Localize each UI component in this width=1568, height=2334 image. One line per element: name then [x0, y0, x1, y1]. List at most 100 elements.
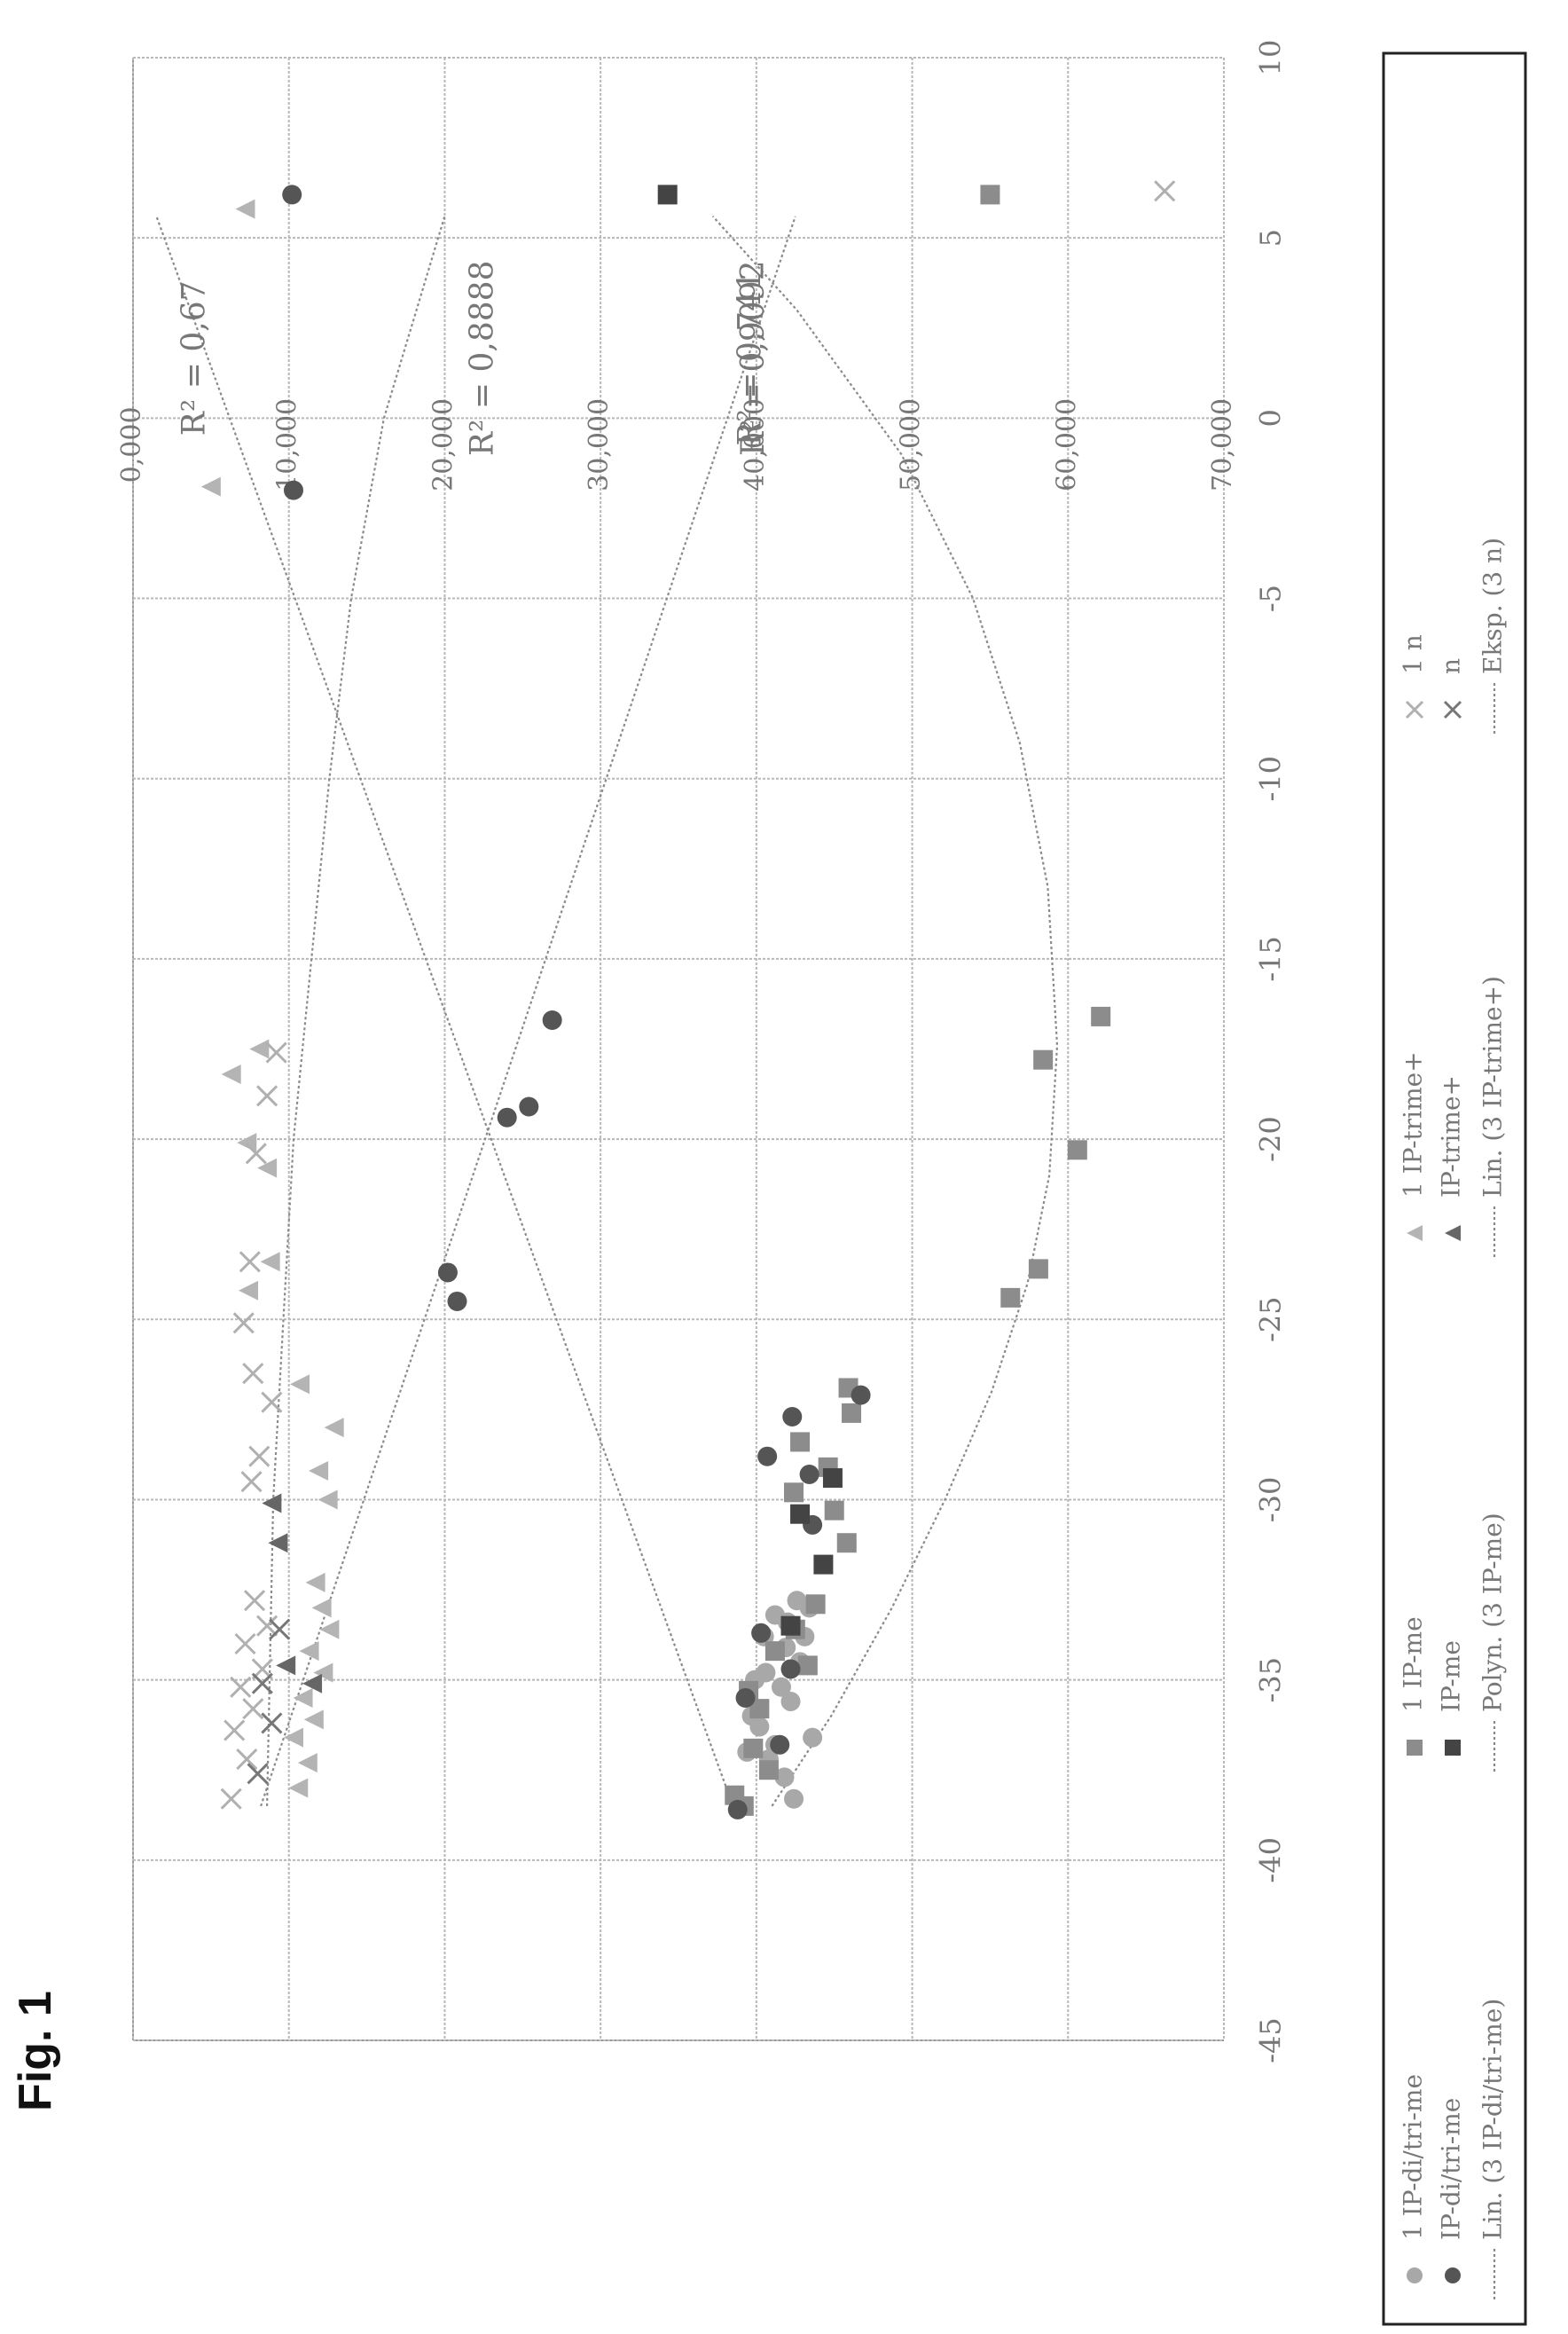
data-point [780, 1692, 801, 1712]
data-point [437, 1262, 458, 1283]
data-point [799, 1465, 819, 1485]
legend-marker [1407, 2267, 1423, 2283]
x-tick-label: -15 [1254, 936, 1288, 982]
data-point [200, 476, 221, 497]
data-point [782, 1406, 803, 1426]
data-point [784, 1788, 804, 1809]
y-tick-label: 30,000 [584, 398, 615, 491]
data-point [265, 1041, 287, 1064]
data-point [751, 1623, 772, 1643]
y-tick-label: 10,000 [272, 398, 303, 491]
data-point [824, 1500, 844, 1521]
data-point [249, 1039, 270, 1059]
data-point [758, 1760, 779, 1780]
data-point [757, 1446, 778, 1466]
data-point [774, 1767, 795, 1788]
data-point [842, 1403, 862, 1423]
data-point [727, 1799, 748, 1819]
r2-label-3: R² = 0,9092 [735, 261, 772, 457]
data-point [236, 1748, 258, 1771]
data-point [497, 1107, 517, 1128]
data-point [1033, 1049, 1054, 1070]
data-point [232, 1312, 255, 1334]
x-tick-label: -30 [1254, 1477, 1288, 1523]
data-point [242, 1698, 264, 1720]
data-point [290, 1374, 310, 1395]
data-point [313, 1662, 333, 1683]
data-point [282, 185, 302, 205]
r2-label-2: R² = 0,741 [733, 271, 769, 446]
data-point [1028, 1259, 1048, 1279]
legend-label: IP-trime+ [1437, 1075, 1466, 1198]
data-point [297, 1753, 318, 1773]
x-tick-label: 5 [1254, 229, 1288, 247]
data-point [283, 480, 303, 500]
data-point [318, 1489, 338, 1510]
r2-label-1: R² = 0,67 [176, 280, 212, 436]
x-tick-label: -10 [1254, 756, 1288, 802]
legend-label: n [1437, 658, 1466, 674]
data-point [240, 1471, 263, 1493]
data-point [283, 1727, 303, 1748]
data-point [851, 1385, 871, 1405]
data-point [657, 185, 678, 205]
data-point [813, 1554, 834, 1575]
data-point [243, 1590, 266, 1612]
data-point [519, 1096, 539, 1117]
data-point [311, 1598, 332, 1618]
data-point [242, 1363, 264, 1385]
x-tick-label: -40 [1254, 1837, 1288, 1883]
data-point [1154, 180, 1176, 202]
legend-marker [1407, 1225, 1423, 1241]
data-point [234, 1632, 256, 1655]
data-point [261, 1391, 283, 1413]
x-tick-label: -5 [1254, 585, 1288, 612]
data-point [822, 1468, 843, 1489]
data-point [302, 1673, 323, 1694]
data-point [743, 1738, 764, 1758]
data-point [1000, 1287, 1021, 1308]
data-point [257, 1158, 278, 1178]
data-point [223, 1719, 246, 1741]
legend: 1 IP-di/tri-me 1 IP-me 1 IP-trime+ 1 n IP-di… [1382, 51, 1527, 2326]
data-point [230, 1676, 252, 1698]
data-point [784, 1482, 804, 1503]
data-point [262, 1493, 282, 1513]
data-point [235, 199, 255, 219]
data-point [261, 1712, 283, 1734]
data-point [749, 1699, 770, 1719]
data-point [787, 1591, 807, 1611]
data-point [309, 1460, 329, 1481]
plot-area: -45 -40 -35 -30 -25 -20 -15 -10 -5 0 5 10 0,000 10,00… [116, 40, 1288, 2063]
data-point [248, 1445, 270, 1467]
data-point [269, 1618, 291, 1640]
data-point [735, 1687, 756, 1708]
data-point [305, 1572, 325, 1592]
data-point [299, 1641, 319, 1662]
legend-label: Eksp. (3 n) [1478, 538, 1508, 674]
legend-label: IP-me [1437, 1640, 1466, 1712]
r2-label-4: R² = 0,8888 [464, 261, 500, 457]
legend-marker [1405, 700, 1424, 719]
data-point [542, 1010, 562, 1030]
legend-label: 1 IP-me [1399, 1616, 1428, 1712]
data-point [324, 1418, 344, 1438]
data-point [276, 1655, 296, 1676]
y-tick-label: 0,000 [116, 406, 147, 483]
trendline-4 [266, 216, 446, 1806]
y-tick-label: 70,000 [1207, 398, 1238, 491]
data-point [447, 1291, 467, 1311]
data-point [256, 1615, 278, 1637]
data-point [245, 1143, 267, 1165]
legend-label: 1 n [1399, 634, 1428, 674]
data-point [797, 1655, 818, 1676]
trendline-2 [711, 216, 1059, 1807]
data-point [836, 1533, 857, 1553]
legend-box [1382, 51, 1527, 2326]
x-tick-label: -20 [1254, 1116, 1288, 1162]
data-point [771, 1677, 791, 1697]
x-tick-label: -45 [1254, 2017, 1288, 2063]
legend-label: Lin. (3 IP-di/tri-me) [1478, 1999, 1508, 2240]
data-point [319, 1619, 340, 1639]
data-point [770, 1734, 790, 1755]
